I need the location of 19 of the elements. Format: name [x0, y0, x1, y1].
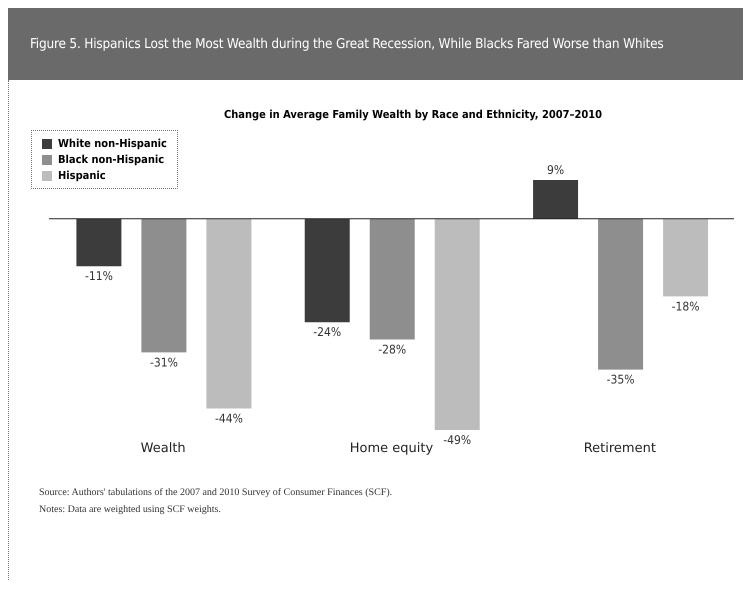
chart-title: Figure 5. Hispanics Lost the Most Wealth during the Great Recession, While Blacks Fared Worse than Whites — [8, 8, 743, 80]
legend-label: White non-Hispanic — [57, 137, 167, 150]
text: Notes: Data are weighted using SCF weights. — [39, 504, 222, 515]
data-label: -24% — [313, 325, 342, 340]
source-note: Source: Authors' tabulations of the 2007 and 2010 Survey of Consumer Finances (SCF). — [39, 487, 394, 498]
legend-label: Black non-Hispanic — [57, 153, 166, 166]
legend-label: Hispanic — [57, 169, 107, 182]
x-tick-label: Retirement — [584, 441, 656, 456]
x-tick-label: Wealth — [140, 441, 186, 456]
data-label: -11% — [84, 269, 113, 284]
data-label: -44% — [214, 411, 243, 426]
chart-subtitle: Change in Average Family Wealth by Race and Ethnicity, 2007–2010 — [224, 108, 602, 121]
data-label: -35% — [606, 372, 635, 387]
data-label: -18% — [672, 299, 700, 314]
data-label: -31% — [150, 355, 178, 370]
x-tick-label: Home equity — [350, 441, 434, 456]
data-label: -28% — [378, 342, 406, 356]
data-label: -49% — [443, 433, 472, 447]
data-label: 9% — [546, 163, 564, 177]
